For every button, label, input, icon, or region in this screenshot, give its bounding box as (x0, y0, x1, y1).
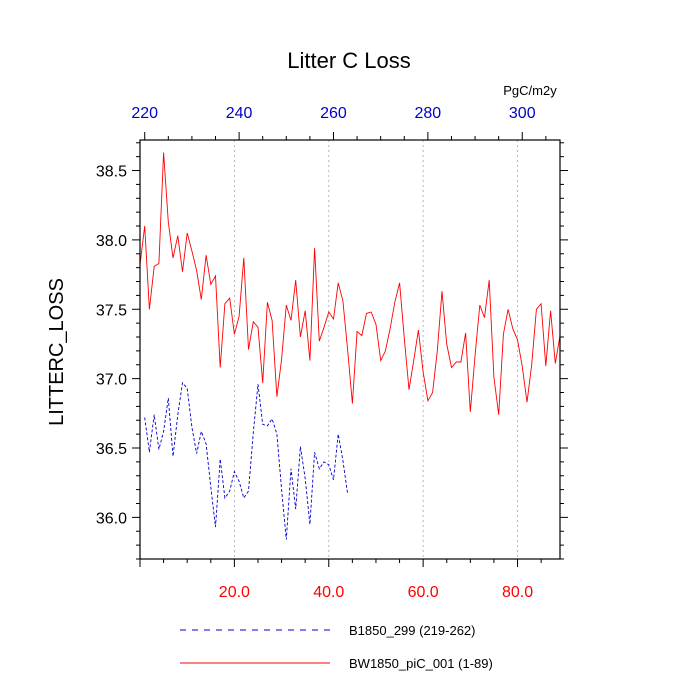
x-tick-label-top: 300 (509, 105, 536, 122)
plot-frame (139, 139, 561, 560)
grid-lines (233, 140, 518, 559)
legend: B1850_299 (219-262) BW1850_piC_001 (1-89… (180, 623, 493, 671)
y-tick-label: 36.0 (96, 510, 127, 527)
y-tick-label: 38.0 (96, 233, 127, 250)
x-tick-label-top: 240 (226, 105, 253, 122)
axis-ticks (132, 132, 568, 567)
y-tick-label: 38.5 (96, 164, 127, 181)
tick-labels: 36.0 36.5 37.0 37.5 38.0 38.5 20.0 40.0 60.0 80.0… (96, 105, 536, 601)
y-tick-label: 36.5 (96, 441, 127, 458)
series-line-0 (144, 381, 349, 540)
x-tick-label-bottom: 20.0 (219, 584, 250, 601)
y-tick-label: 37.5 (96, 302, 127, 319)
legend-label-blue: B1850_299 (219-262) (349, 623, 476, 638)
series-lines (139, 152, 561, 540)
units-label: PgC/m2y (503, 83, 557, 98)
x-tick-label-top: 220 (131, 105, 158, 122)
x-tick-label-bottom: 60.0 (408, 584, 439, 601)
y-tick-label: 37.0 (96, 372, 127, 389)
y-axis-label: LITTERC_LOSS (46, 278, 68, 426)
x-tick-label-top: 260 (320, 105, 347, 122)
legend-label-red: BW1850_piC_001 (1-89) (349, 656, 493, 671)
chart-title: Litter C Loss (287, 48, 411, 73)
x-tick-label-bottom: 80.0 (502, 584, 533, 601)
x-tick-label-top: 280 (415, 105, 442, 122)
series-line-1 (139, 152, 561, 415)
x-tick-label-bottom: 40.0 (313, 584, 344, 601)
